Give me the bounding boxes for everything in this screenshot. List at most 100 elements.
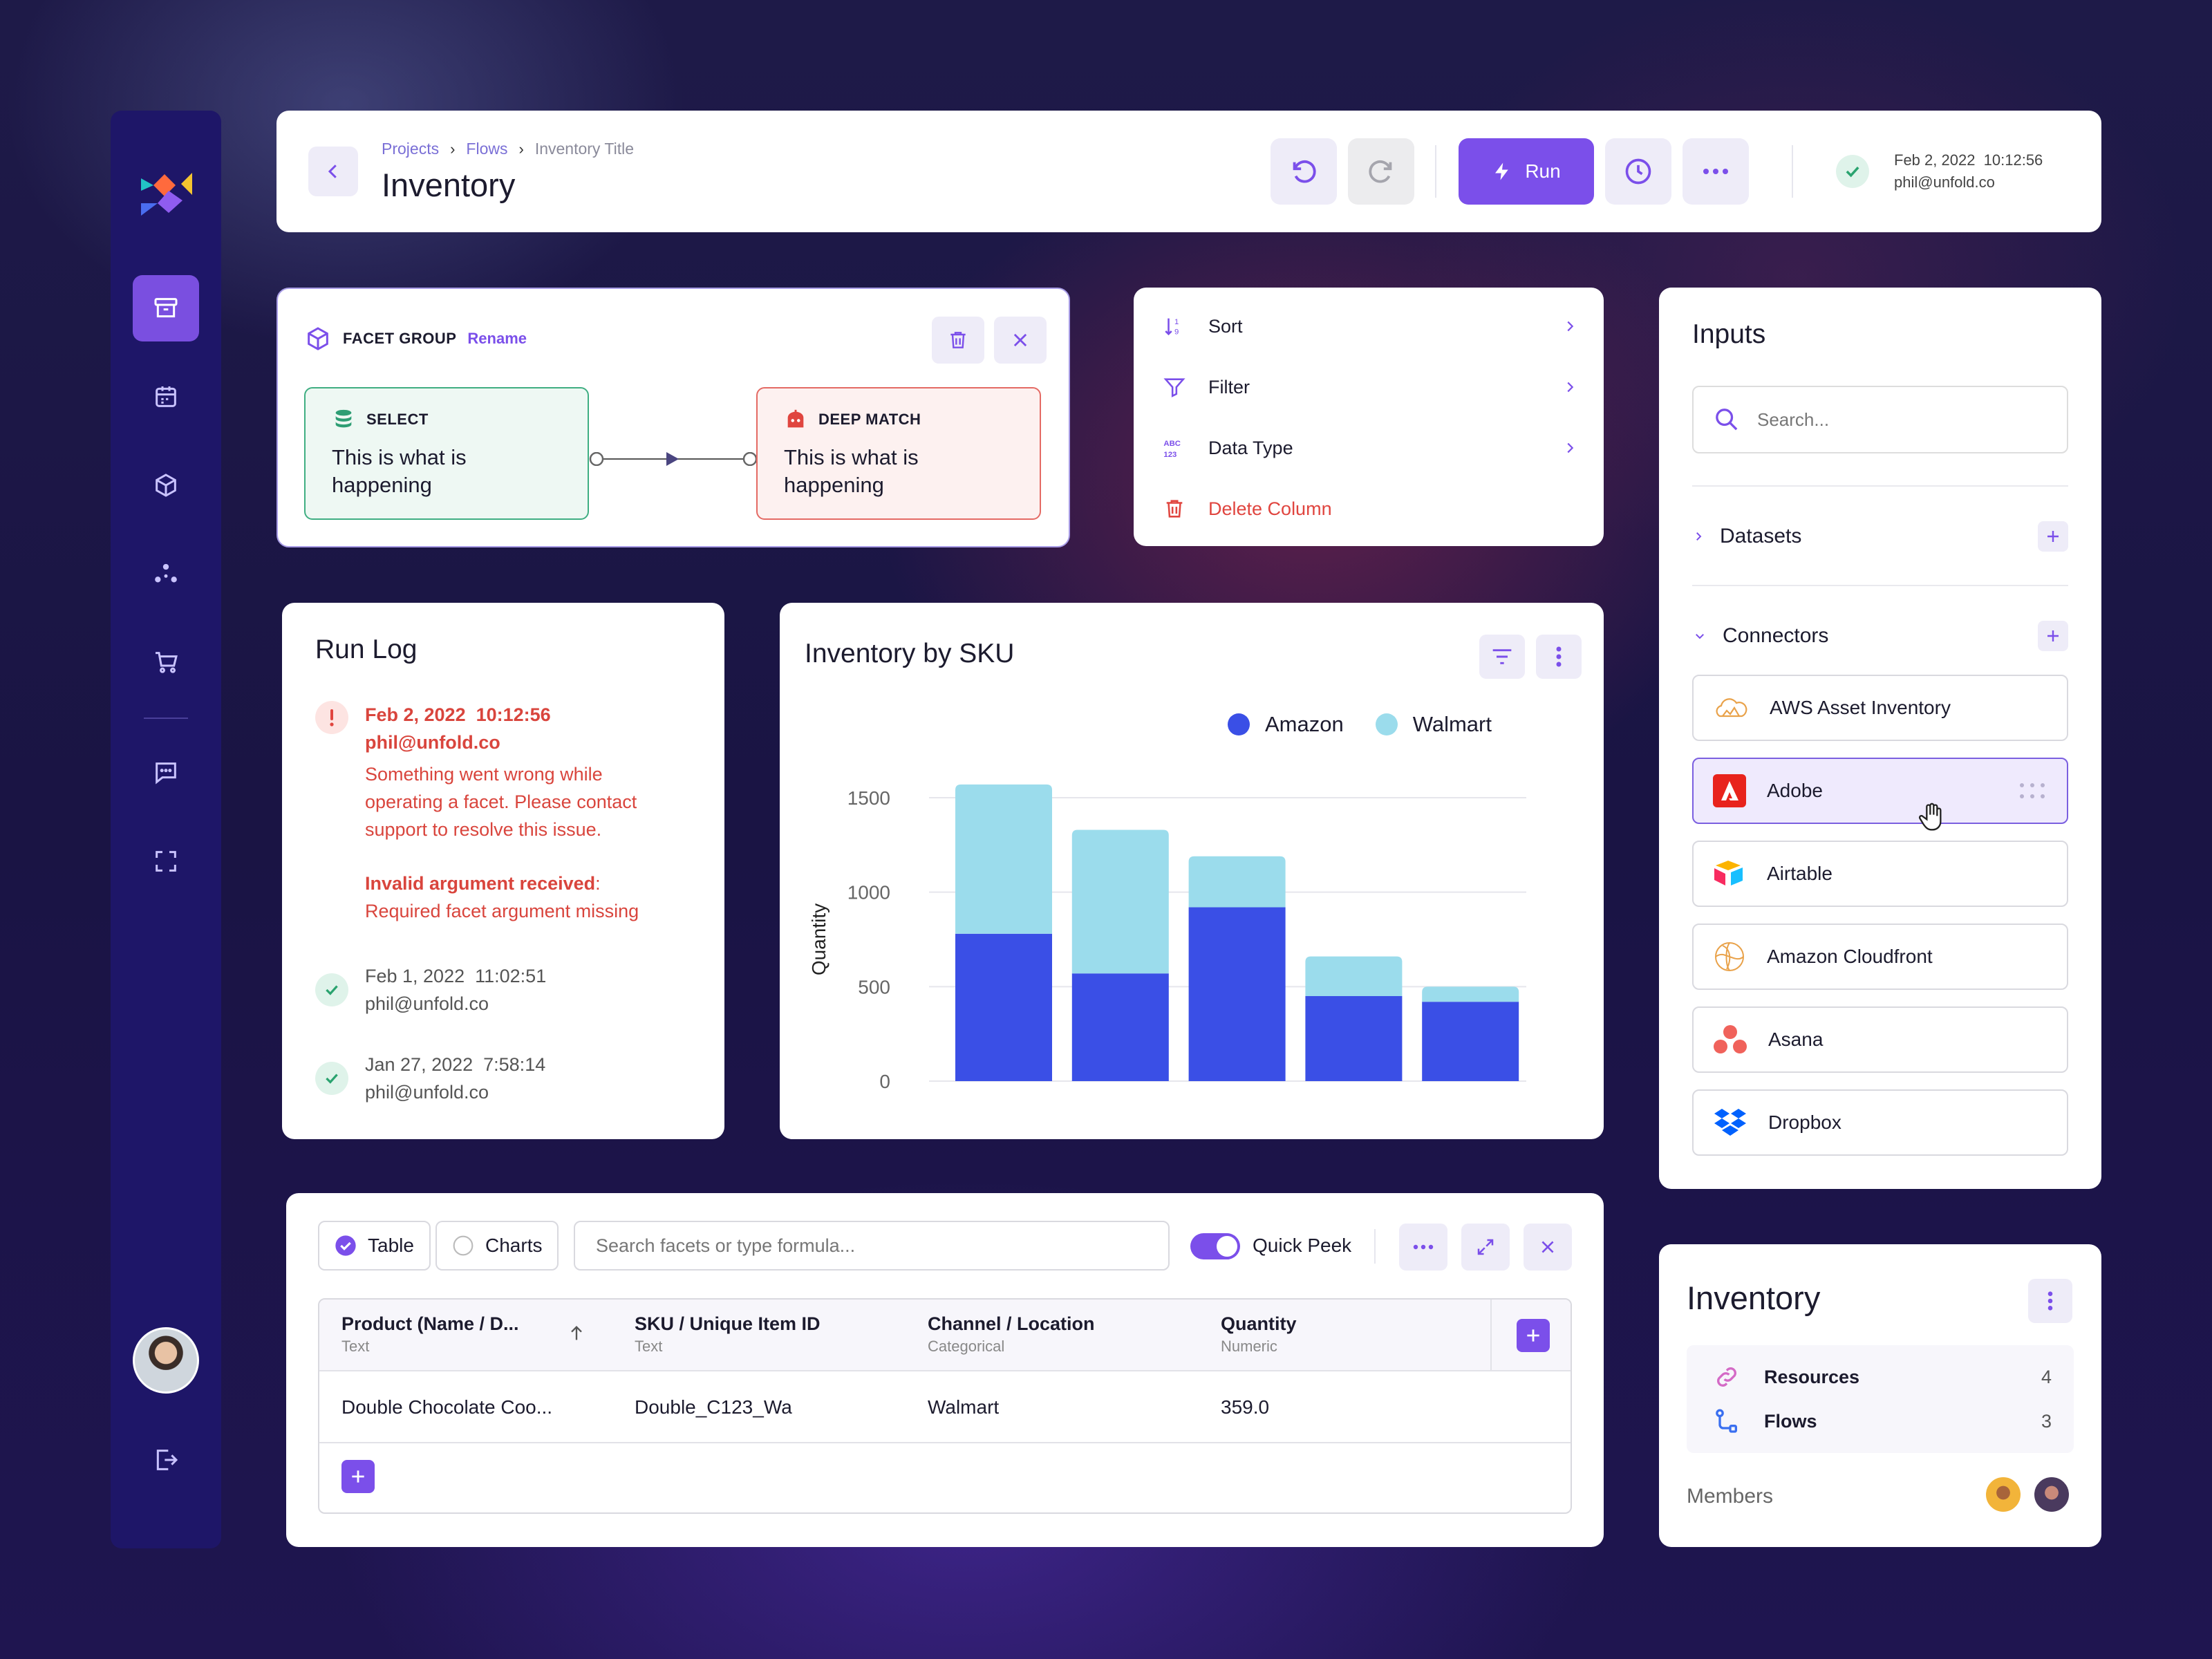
sidebar-item-chat[interactable] <box>133 740 199 806</box>
app-logo[interactable] <box>133 160 199 227</box>
user-avatar[interactable] <box>133 1327 199 1394</box>
sidebar <box>111 111 221 1548</box>
connector-item-asana[interactable]: Asana <box>1692 1006 2068 1073</box>
connector-item-aws[interactable]: AWS Asset Inventory <box>1692 675 2068 741</box>
inputs-search-input[interactable]: Search... <box>1692 386 2068 453</box>
inventory-more-button[interactable] <box>2028 1279 2072 1323</box>
search-icon <box>1713 406 1741 433</box>
column-header-channel[interactable]: Channel / Location Categorical <box>928 1313 1095 1356</box>
column-header-sku[interactable]: SKU / Unique Item ID Text <box>635 1313 821 1356</box>
drag-handle-icon[interactable] <box>2018 782 2046 800</box>
redo-button[interactable] <box>1348 138 1414 205</box>
formula-placeholder: Search facets or type formula... <box>596 1235 856 1256</box>
add-dataset-button[interactable] <box>2038 521 2068 552</box>
inventory-row-resources[interactable]: Resources 4 <box>1713 1363 2052 1391</box>
facet-group-header: FACET GROUP Rename <box>304 325 527 353</box>
chevron-right-icon <box>1562 379 1577 395</box>
inputs-title: Inputs <box>1692 319 1766 349</box>
close-facet-button[interactable] <box>994 317 1047 364</box>
breadcrumb: Projects › Flows › Inventory Title <box>382 140 634 158</box>
run-button[interactable]: Run <box>1459 138 1594 205</box>
bar-walmart <box>1188 856 1286 908</box>
aws-cloud-icon <box>1713 694 1749 722</box>
sidebar-item-network[interactable] <box>133 541 199 607</box>
column-name: Channel / Location <box>928 1313 1095 1334</box>
connector-label: AWS Asset Inventory <box>1770 697 1951 718</box>
connector-item-dropbox[interactable]: Dropbox <box>1692 1089 2068 1156</box>
legend-label-amazon: Amazon <box>1265 712 1344 736</box>
menu-item-data-type[interactable]: ABC 123 Data Type <box>1163 427 1577 469</box>
radio-checked-icon <box>335 1235 357 1257</box>
table-more-button[interactable] <box>1399 1224 1447 1271</box>
tab-charts-label: Charts <box>485 1235 543 1256</box>
menu-item-label: Data Type <box>1208 437 1293 458</box>
formula-search-input[interactable]: Search facets or type formula... <box>574 1221 1170 1271</box>
select-node-tag: SELECT <box>366 411 429 428</box>
connector-item-amazon-cloudfront[interactable]: Amazon Cloudfront <box>1692 924 2068 990</box>
connector-item-adobe[interactable]: Adobe <box>1692 758 2068 824</box>
menu-item-label: Sort <box>1208 315 1243 337</box>
add-row-button[interactable] <box>341 1460 375 1493</box>
breadcrumb-projects[interactable]: Projects <box>382 140 440 158</box>
connector-label: Adobe <box>1767 780 1823 801</box>
more-vertical-icon <box>1555 646 1562 668</box>
entry-user: phil@unfold.co <box>365 1082 489 1103</box>
sidebar-item-calendar[interactable] <box>133 364 199 430</box>
sidebar-item-cube[interactable] <box>133 452 199 518</box>
run-log-title: Run Log <box>315 635 418 664</box>
select-node[interactable]: SELECT This is what is happening <box>304 387 589 520</box>
breadcrumb-separator: › <box>518 140 524 158</box>
inventory-row-flows[interactable]: Flows 3 <box>1713 1407 2052 1435</box>
rename-link[interactable]: Rename <box>467 330 527 347</box>
breadcrumb-flows[interactable]: Flows <box>466 140 508 158</box>
tab-charts[interactable]: Charts <box>435 1221 559 1271</box>
robot-icon <box>784 408 807 431</box>
more-vertical-icon <box>2047 1291 2054 1311</box>
menu-item-label: Filter <box>1208 376 1250 397</box>
member-avatar[interactable] <box>1984 1475 2023 1514</box>
menu-item-filter[interactable]: Filter <box>1163 366 1577 408</box>
tab-table-label: Table <box>368 1235 414 1256</box>
more-horizontal-icon <box>1412 1244 1434 1250</box>
close-table-button[interactable] <box>1524 1224 1572 1271</box>
delete-facet-button[interactable] <box>932 317 984 364</box>
sidebar-item-cart[interactable] <box>133 629 199 695</box>
flows-count: 3 <box>2041 1410 2052 1432</box>
adobe-icon <box>1713 774 1746 807</box>
column-header-product[interactable]: Product (Name / D... Text <box>341 1313 519 1356</box>
back-button[interactable] <box>308 147 358 196</box>
chart-filter-button[interactable] <box>1479 635 1525 679</box>
chart-more-button[interactable] <box>1536 635 1582 679</box>
datasets-section-header[interactable]: Datasets <box>1692 520 2068 553</box>
run-log-entry[interactable]: Feb 1, 2022 11:02:51 phil@unfold.co <box>315 962 546 1018</box>
sidebar-item-archive[interactable] <box>133 275 199 341</box>
airtable-icon <box>1713 859 1746 888</box>
sidebar-item-focus[interactable] <box>133 828 199 894</box>
bar-amazon <box>955 933 1052 1081</box>
more-button[interactable] <box>1683 138 1749 205</box>
logout-button[interactable] <box>133 1427 199 1493</box>
add-connector-button[interactable] <box>2038 621 2068 651</box>
member-avatar[interactable] <box>2032 1475 2071 1514</box>
quick-peek-toggle[interactable] <box>1190 1233 1240 1259</box>
connector-item-airtable[interactable]: Airtable <box>1692 841 2068 907</box>
column-header-quantity[interactable]: Quantity Numeric <box>1221 1313 1297 1356</box>
connectors-section-header[interactable]: Connectors <box>1692 619 2068 653</box>
menu-item-delete-column[interactable]: Delete Column <box>1163 488 1577 529</box>
row-divider <box>319 1442 1571 1443</box>
bar-amazon <box>1305 996 1403 1081</box>
deep-match-node[interactable]: DEEP MATCH This is what is happening <box>756 387 1041 520</box>
connector-label: Amazon Cloudfront <box>1767 946 1933 967</box>
add-column-button[interactable] <box>1517 1319 1550 1352</box>
expand-button[interactable] <box>1461 1224 1510 1271</box>
trash-icon <box>1163 497 1186 521</box>
history-button[interactable] <box>1605 138 1671 205</box>
error-date: Feb 2, 2022 10:12:56 <box>365 704 551 725</box>
tab-table[interactable]: Table <box>318 1221 431 1271</box>
chevron-left-icon <box>323 161 344 182</box>
run-log-entry-error[interactable]: Feb 2, 2022 10:12:56 phil@unfold.co Some… <box>315 701 683 925</box>
undo-button[interactable] <box>1271 138 1337 205</box>
sort-ascending-icon[interactable] <box>567 1323 586 1344</box>
run-log-entry[interactable]: Jan 27, 2022 7:58:14 phil@unfold.co <box>315 1051 545 1106</box>
